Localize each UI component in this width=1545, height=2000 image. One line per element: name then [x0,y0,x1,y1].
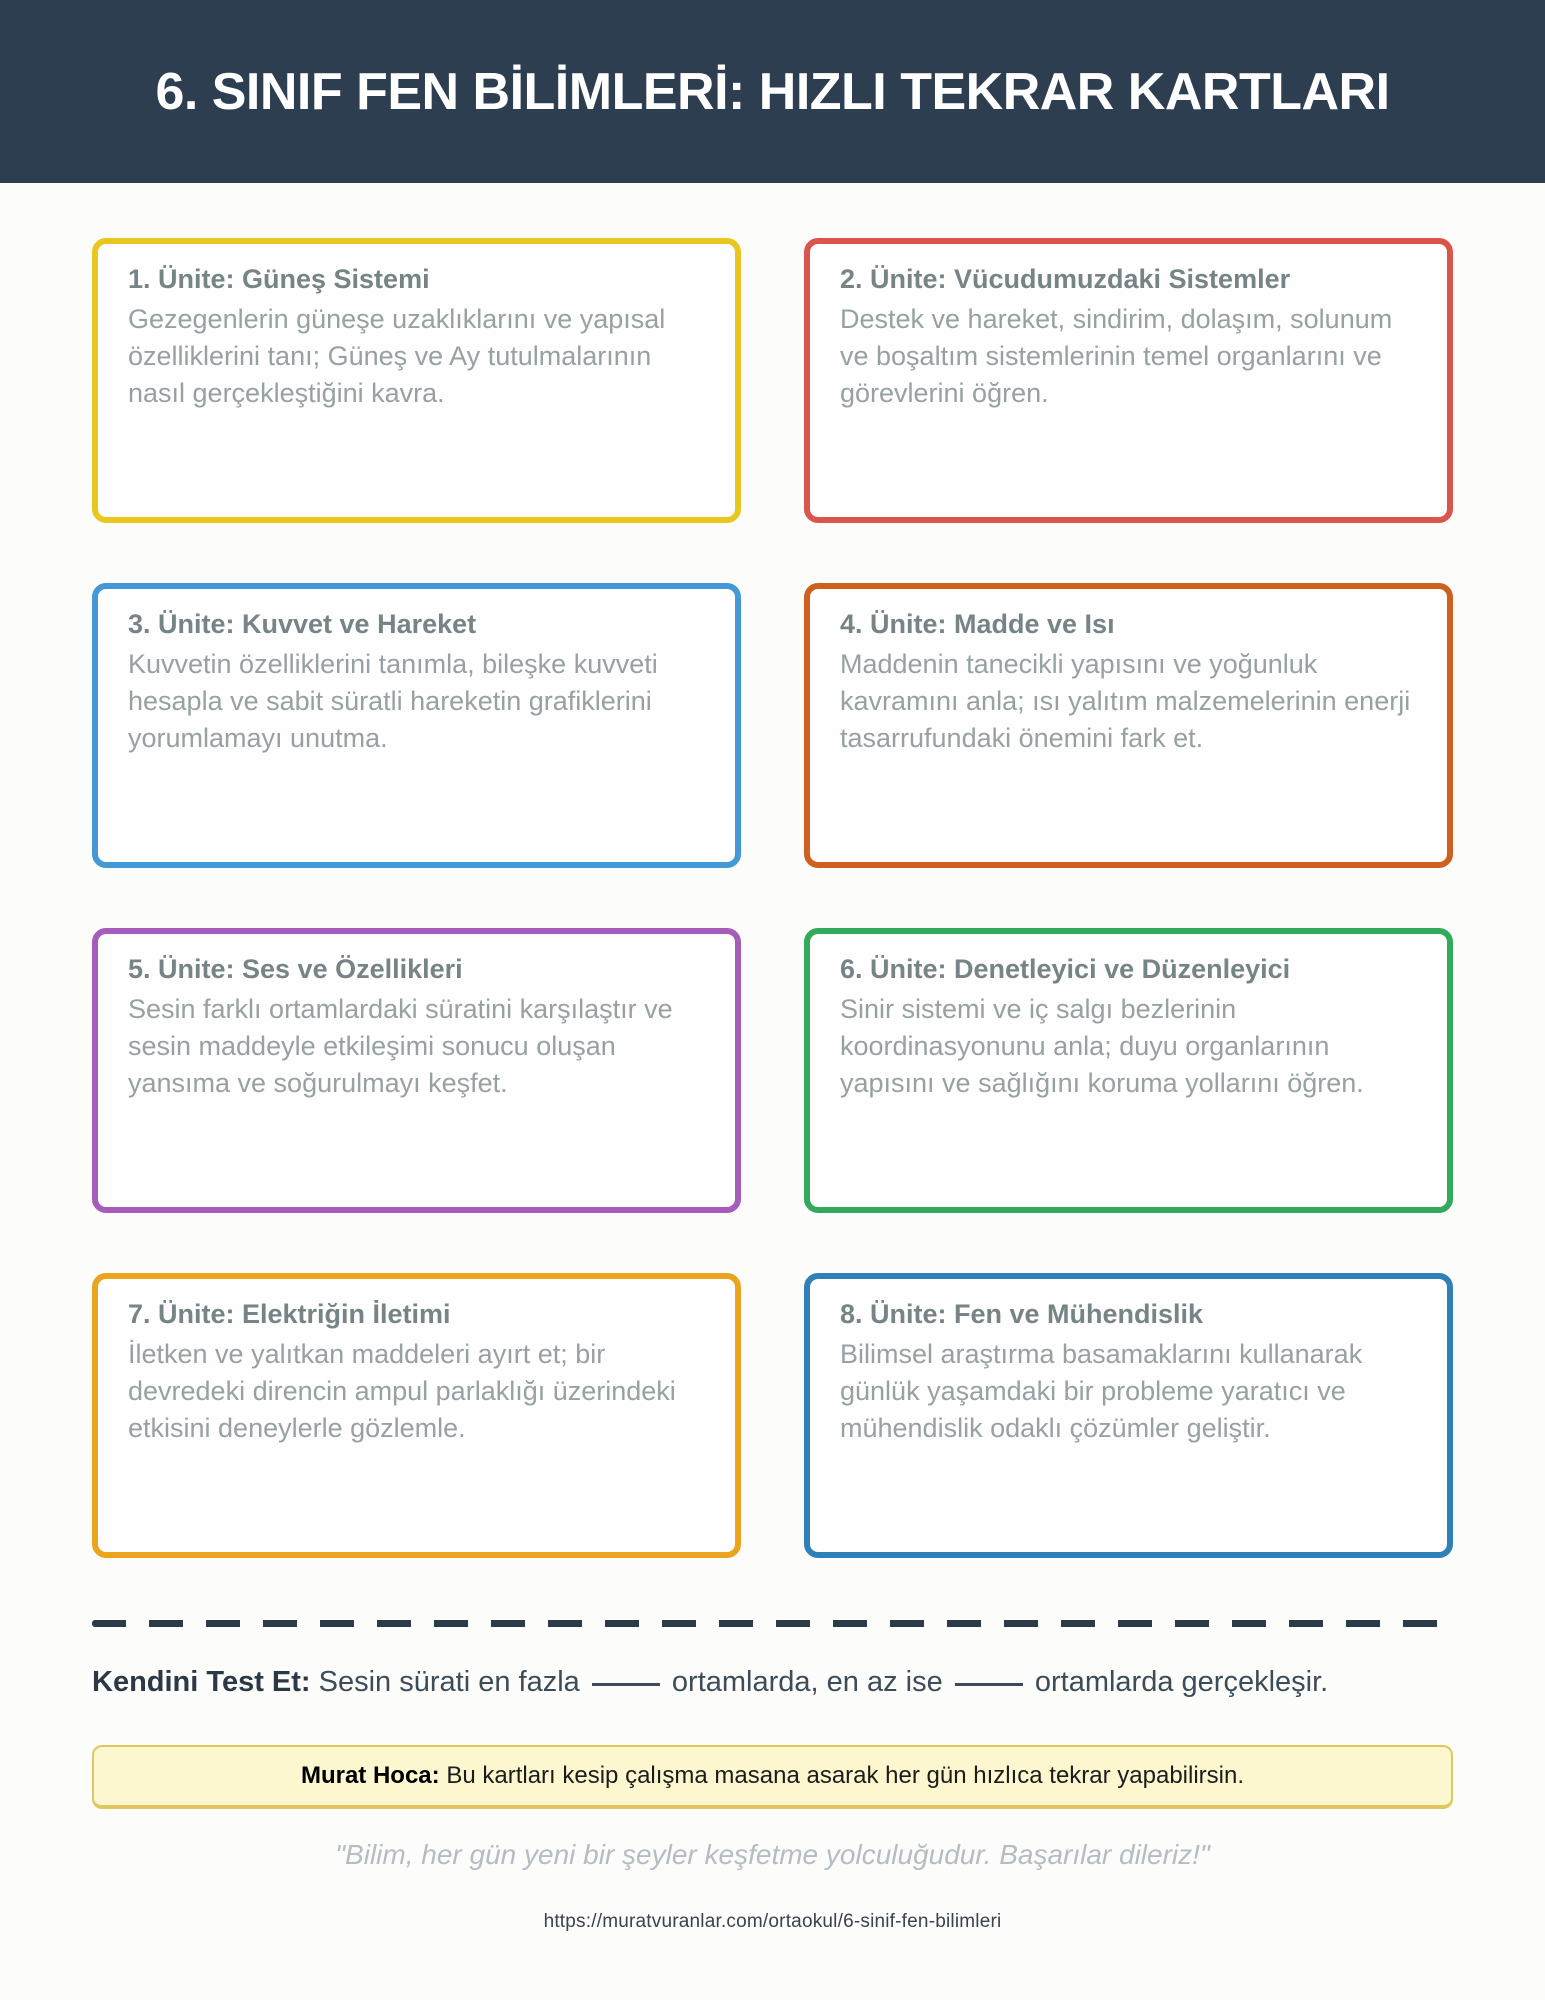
self-test-label: Kendini Test Et: [92,1666,311,1698]
unit-card-body: Bilimsel araştırma basamaklarını kullana… [840,1339,1363,1443]
unit-card-5: 5. Ünite: Ses ve Özellikleri Sesin farkl… [92,928,741,1213]
unit-card-body: Kuvvetin özelliklerini tanımla, bileşke … [128,649,658,753]
unit-card-body: Maddenin tanecikli yapısını ve yoğunluk … [840,649,1411,753]
unit-card-body: Sesin farklı ortamlardaki süratini karşı… [128,994,673,1098]
unit-card-body: İletken ve yalıtkan maddeleri ayırt et; … [128,1339,676,1443]
unit-card-body: Destek ve hareket, sindirim, dolaşım, so… [840,304,1393,408]
self-test-segment: ortamlarda gerçekleşir. [1034,1666,1329,1698]
self-test-segment: Sesin sürati en fazla [318,1666,580,1698]
unit-cards-grid: 1. Ünite: Güneş Sistemi Gezegenlerin gün… [92,238,1453,1558]
teacher-note-label: Murat Hoca: [300,1762,440,1790]
unit-card-title: 7. Ünite: Elektriğin İletimi [128,1299,451,1329]
unit-card-title: 2. Ünite: Vücudumuzdaki Sistemler [840,264,1291,294]
self-test-segment: ortamlarda, en az ise [671,1666,943,1698]
unit-card-7: 7. Ünite: Elektriğin İletimi İletken ve … [92,1273,741,1558]
unit-card-6: 6. Ünite: Denetleyici ve Düzenleyici Sin… [804,928,1453,1213]
teacher-note-box: Murat Hoca: Bu kartları kesip çalışma ma… [92,1745,1453,1810]
fill-in-blank-line [954,1683,1023,1686]
page-header: 6. SINIF FEN BİLİMLERİ: HIZLI TEKRAR KAR… [0,0,1545,183]
dashed-cut-line [92,1620,1453,1627]
teacher-note-body: Bu kartları kesip çalışma masana asarak … [446,1762,1245,1790]
footer-url: https://muratvuranlar.com/ortaokul/6-sin… [543,1911,1002,1933]
unit-card-title: 5. Ünite: Ses ve Özellikleri [128,954,463,984]
self-test-question: Kendini Test Et: Sesin sürati en fazla o… [92,1663,1453,1701]
page-title: 6. SINIF FEN BİLİMLERİ: HIZLI TEKRAR KAR… [155,62,1390,121]
unit-card-title: 8. Ünite: Fen ve Mühendislik [840,1299,1204,1329]
unit-card-4: 4. Ünite: Madde ve Isı Maddenin tanecikl… [804,583,1453,868]
unit-card-2: 2. Ünite: Vücudumuzdaki Sistemler Destek… [804,238,1453,523]
motivational-quote: "Bilim, her gün yeni bir şeyler keşfetme… [335,1839,1210,1871]
unit-card-body: Sinir sistemi ve iç salgı bezlerinin koo… [840,994,1364,1098]
unit-card-title: 6. Ünite: Denetleyici ve Düzenleyici [840,954,1291,984]
unit-card-3: 3. Ünite: Kuvvet ve Hareket Kuvvetin öze… [92,583,741,868]
unit-card-body: Gezegenlerin güneşe uzaklıklarını ve yap… [128,304,666,408]
content-area: 1. Ünite: Güneş Sistemi Gezegenlerin gün… [0,238,1545,1933]
unit-card-title: 1. Ünite: Güneş Sistemi [128,264,430,294]
unit-card-title: 4. Ünite: Madde ve Isı [840,609,1115,639]
unit-card-title: 3. Ünite: Kuvvet ve Hareket [128,609,477,639]
teacher-note-text: Murat Hoca: Bu kartları kesip çalışma ma… [114,1762,1431,1790]
unit-card-8: 8. Ünite: Fen ve Mühendislik Bilimsel ar… [804,1273,1453,1558]
fill-in-blank-line [591,1683,660,1686]
unit-card-1: 1. Ünite: Güneş Sistemi Gezegenlerin gün… [92,238,741,523]
